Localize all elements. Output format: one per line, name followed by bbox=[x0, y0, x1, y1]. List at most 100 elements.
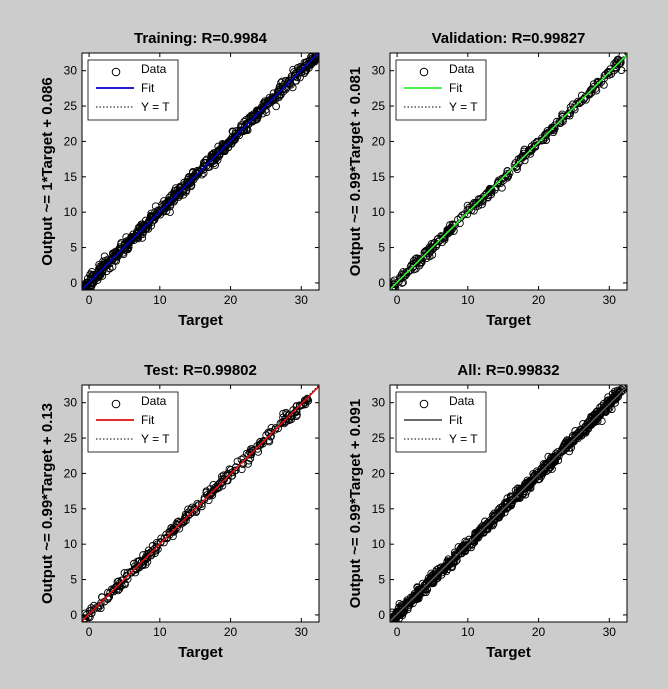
data-point bbox=[566, 437, 575, 446]
panel-3: 0 10 20 30 0 5 10 15 20 25 30 Test: R=0.99802 Target… bbox=[39, 362, 320, 661]
x-tick-label: 0 bbox=[394, 293, 401, 307]
fit-line bbox=[82, 53, 319, 290]
data-point bbox=[415, 589, 424, 598]
data-point bbox=[311, 53, 318, 55]
y-tick-label: 10 bbox=[372, 205, 386, 219]
data-point bbox=[488, 521, 497, 530]
data-point bbox=[483, 520, 491, 529]
data-point bbox=[296, 73, 304, 82]
data-point bbox=[395, 277, 403, 286]
data-point bbox=[559, 446, 568, 455]
legend-box bbox=[395, 391, 487, 453]
data-point bbox=[446, 221, 454, 229]
data-point bbox=[293, 410, 301, 419]
data-point bbox=[160, 197, 168, 205]
data-point bbox=[402, 268, 410, 276]
plot-area bbox=[82, 53, 319, 290]
data-point bbox=[541, 464, 550, 473]
data-point bbox=[487, 190, 496, 199]
data-point bbox=[247, 448, 256, 457]
data-point bbox=[116, 245, 124, 254]
data-point bbox=[500, 508, 509, 517]
data-point bbox=[426, 247, 435, 256]
data-point bbox=[245, 120, 253, 129]
data-point bbox=[429, 240, 437, 249]
data-point bbox=[516, 157, 524, 165]
panel-2: 0 10 20 30 0 5 10 15 20 25 30 Validation: R=0.99827… bbox=[347, 30, 628, 329]
data-point bbox=[579, 419, 587, 428]
data-point bbox=[476, 195, 485, 203]
legend-entry: Data bbox=[141, 62, 167, 76]
data-point bbox=[113, 582, 122, 591]
data-point bbox=[497, 508, 505, 517]
fit-line bbox=[390, 54, 627, 290]
data-point bbox=[390, 612, 398, 620]
data-point bbox=[244, 460, 252, 468]
data-point bbox=[486, 185, 494, 193]
data-point bbox=[289, 406, 298, 414]
data-point bbox=[170, 528, 178, 536]
data-point bbox=[131, 231, 140, 240]
chart-title: Validation: R=0.99827 bbox=[432, 30, 586, 47]
y-tick-label: 25 bbox=[372, 99, 386, 113]
x-tick-label: 10 bbox=[153, 293, 167, 307]
data-point bbox=[390, 276, 399, 285]
data-point bbox=[419, 583, 428, 592]
data-point bbox=[519, 152, 528, 161]
chart-title: Training: R=0.9984 bbox=[134, 30, 268, 47]
data-point bbox=[131, 564, 140, 573]
data-point bbox=[613, 59, 621, 68]
data-point bbox=[407, 595, 416, 604]
legend-data-marker bbox=[419, 399, 429, 409]
data-point bbox=[448, 225, 456, 234]
data-point bbox=[219, 145, 228, 153]
data-point bbox=[502, 170, 511, 178]
data-point bbox=[300, 63, 309, 72]
x-axis-label: Target bbox=[178, 644, 223, 661]
data-point bbox=[520, 147, 528, 156]
data-point bbox=[197, 500, 206, 508]
data-point bbox=[181, 182, 189, 191]
data-point bbox=[435, 237, 443, 246]
y-tick-label: 0 bbox=[378, 608, 385, 622]
axes-border bbox=[389, 52, 628, 291]
data-point bbox=[469, 200, 478, 209]
data-point bbox=[121, 580, 129, 589]
data-point bbox=[447, 562, 456, 571]
y-tick-label: 10 bbox=[64, 205, 78, 219]
y-tick-label: 30 bbox=[372, 396, 386, 410]
y-tick-label: 25 bbox=[372, 431, 386, 445]
data-point bbox=[301, 67, 310, 76]
x-axis-label: Target bbox=[486, 644, 531, 661]
plot-area bbox=[82, 385, 319, 622]
data-point bbox=[166, 202, 174, 211]
data-point bbox=[89, 605, 98, 614]
data-point bbox=[283, 79, 292, 88]
data-point bbox=[228, 127, 237, 136]
legend-data-marker bbox=[419, 67, 429, 77]
legend-entry: Data bbox=[449, 394, 475, 408]
data-point bbox=[237, 127, 245, 135]
legend-entry: Fit bbox=[141, 413, 155, 427]
data-point bbox=[192, 172, 200, 181]
data-point bbox=[461, 544, 470, 553]
y-tick-label: 25 bbox=[64, 99, 78, 113]
data-point bbox=[213, 483, 222, 491]
data-point bbox=[122, 233, 131, 241]
data-point bbox=[295, 402, 304, 410]
data-point bbox=[165, 530, 174, 539]
x-tick-label: 30 bbox=[603, 625, 617, 639]
data-point bbox=[255, 441, 264, 449]
data-point bbox=[463, 210, 472, 219]
data-point bbox=[96, 604, 105, 613]
data-point bbox=[305, 56, 314, 65]
y-tick-label: 5 bbox=[378, 573, 385, 587]
data-point bbox=[401, 271, 410, 280]
data-point bbox=[265, 437, 274, 446]
y-axis-label: Output ~= 1*Target + 0.086 bbox=[39, 77, 56, 266]
legend-entry: Y = T bbox=[449, 100, 478, 114]
data-point bbox=[485, 520, 494, 529]
data-point bbox=[514, 490, 523, 499]
data-point bbox=[478, 525, 487, 534]
